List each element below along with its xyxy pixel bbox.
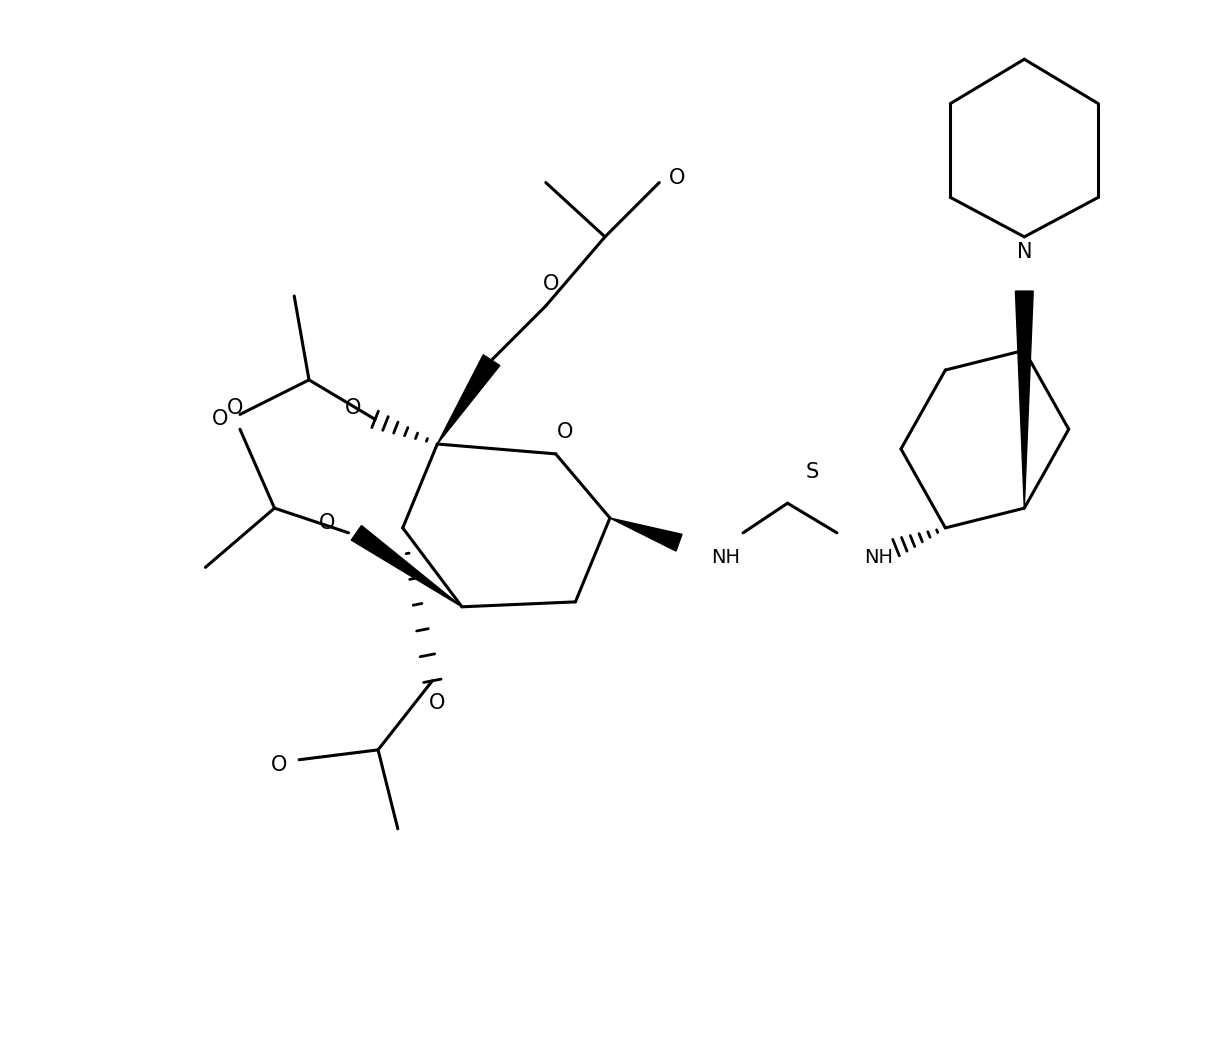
Polygon shape (1015, 291, 1033, 509)
Text: O: O (558, 422, 574, 442)
Text: N: N (1016, 242, 1032, 262)
Text: NH: NH (864, 548, 893, 567)
Text: O: O (542, 274, 559, 294)
Polygon shape (610, 518, 682, 551)
Text: O: O (212, 409, 229, 430)
Text: S: S (806, 462, 819, 482)
Text: O: O (318, 513, 335, 532)
Polygon shape (351, 525, 462, 607)
Text: O: O (430, 692, 445, 712)
Text: O: O (345, 398, 362, 417)
Text: O: O (271, 755, 288, 774)
Text: O: O (669, 167, 685, 188)
Text: O: O (226, 398, 243, 417)
Polygon shape (437, 355, 500, 444)
Text: NH: NH (710, 548, 739, 567)
